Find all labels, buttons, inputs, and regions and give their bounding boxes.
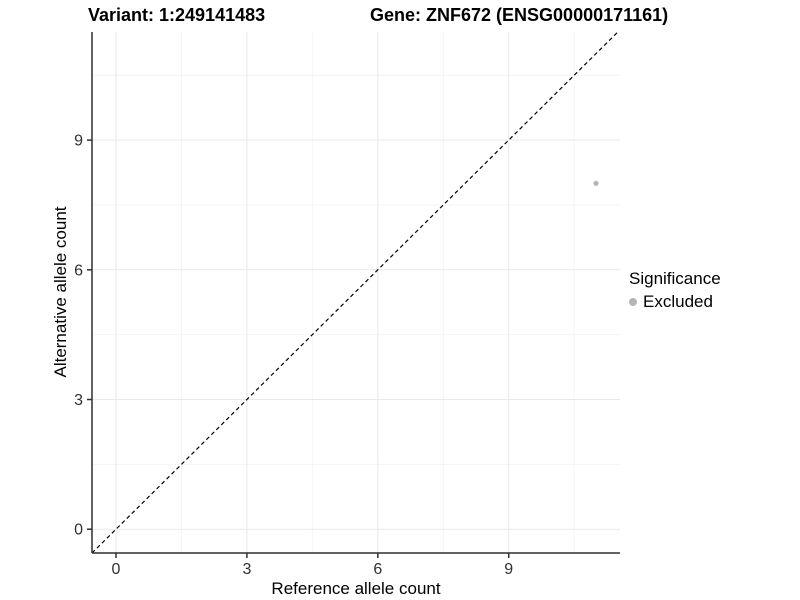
y-tick-label: 6 [74,262,83,279]
legend-point-icon [629,298,637,306]
y-tick-label: 0 [74,522,83,539]
x-axis-label: Reference allele count [271,579,441,598]
data-point[interactable] [593,180,599,186]
y-axis-label: Alternative allele count [51,206,70,378]
gene-title: Gene: ZNF672 (ENSG00000171161) [370,5,669,25]
variant-title: Variant: 1:249141483 [88,5,266,25]
y-tick-label: 9 [74,133,83,150]
x-tick-label: 3 [242,561,251,578]
panel-background [92,32,620,553]
legend-item-excluded: Excluded [629,292,721,312]
legend-item-label: Excluded [643,292,713,311]
identity-line [91,31,619,554]
legend: Significance Excluded [629,269,721,312]
legend-title: Significance [629,269,721,288]
x-tick-label: 9 [504,561,513,578]
y-tick-label: 3 [74,392,83,409]
x-tick-label: 0 [112,561,121,578]
x-tick-label: 6 [373,561,382,578]
